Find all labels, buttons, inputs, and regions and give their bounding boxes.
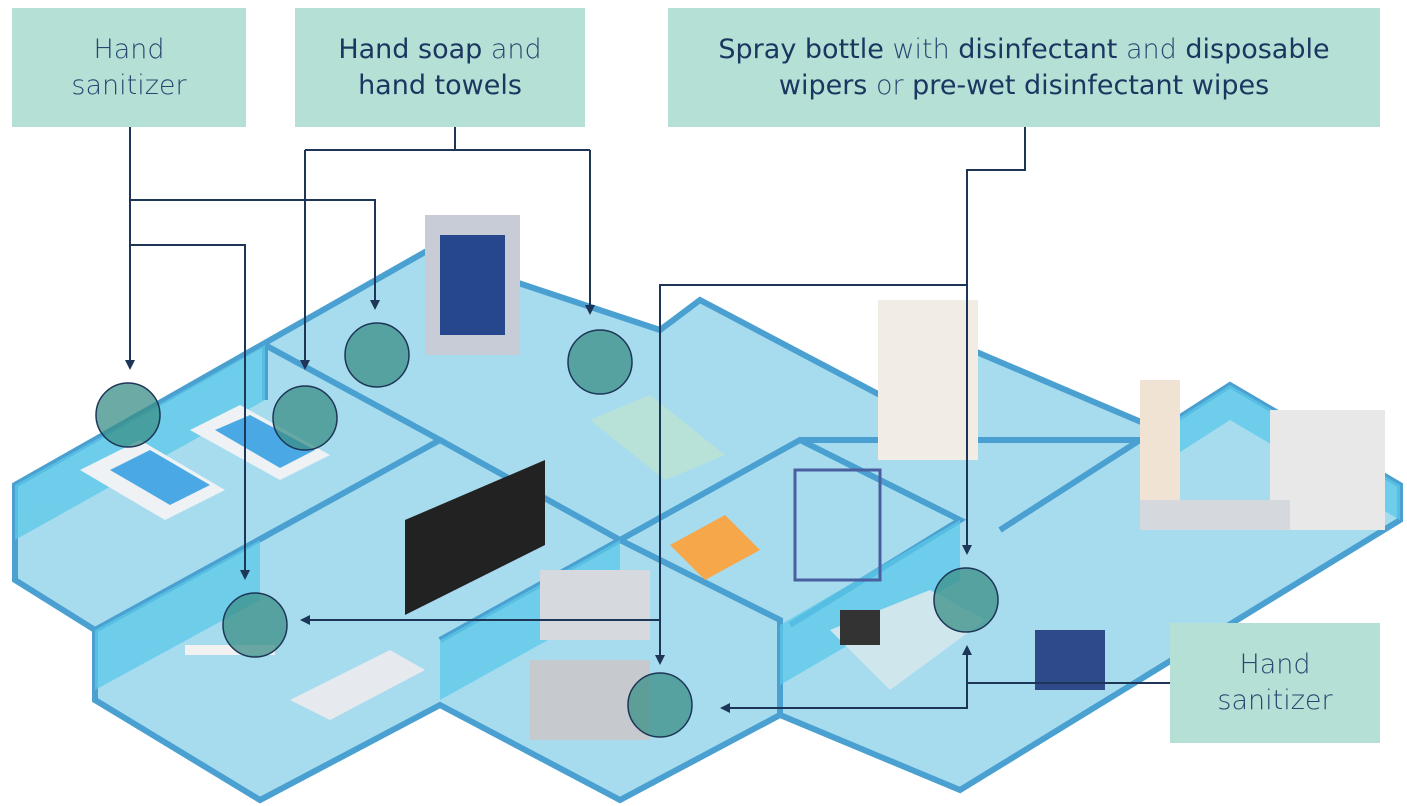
page: Handsanitizer Hand soap andhand towels S… bbox=[0, 0, 1407, 806]
label-text: pre-wet disinfectant wipes bbox=[912, 70, 1269, 101]
label-line: Hand soap and bbox=[338, 32, 541, 68]
label-line: wipers or pre-wet disinfectant wipes bbox=[779, 68, 1269, 104]
label-text: Spray bottle bbox=[718, 34, 883, 65]
label-text: and bbox=[1117, 34, 1185, 65]
label-line: hand towels bbox=[358, 68, 522, 104]
label-text: disinfectant bbox=[958, 34, 1117, 65]
label-text: and bbox=[482, 34, 541, 65]
label-text: Hand soap bbox=[338, 34, 482, 65]
label-text: sanitizer bbox=[1217, 685, 1332, 716]
label-text: hand towels bbox=[358, 70, 522, 101]
label-text: with bbox=[884, 34, 958, 65]
label-text: Hand bbox=[1239, 649, 1310, 680]
label-line: Hand bbox=[1239, 647, 1310, 683]
label-text: sanitizer bbox=[71, 70, 186, 101]
label-line: sanitizer bbox=[1217, 683, 1332, 719]
label-line: Hand bbox=[93, 32, 164, 68]
label-text: wipers bbox=[779, 70, 868, 101]
label-box: Spray bottle with disinfectant and dispo… bbox=[668, 8, 1380, 127]
label-text: or bbox=[867, 70, 912, 101]
label-text: disposable bbox=[1185, 34, 1329, 65]
label-line: Spray bottle with disinfectant and dispo… bbox=[718, 32, 1329, 68]
label-box: Hand sanitizer bbox=[1170, 623, 1380, 743]
label-box: Hand sanitizer bbox=[12, 8, 246, 127]
label-line: sanitizer bbox=[71, 68, 186, 104]
label-text: Hand bbox=[93, 34, 164, 65]
